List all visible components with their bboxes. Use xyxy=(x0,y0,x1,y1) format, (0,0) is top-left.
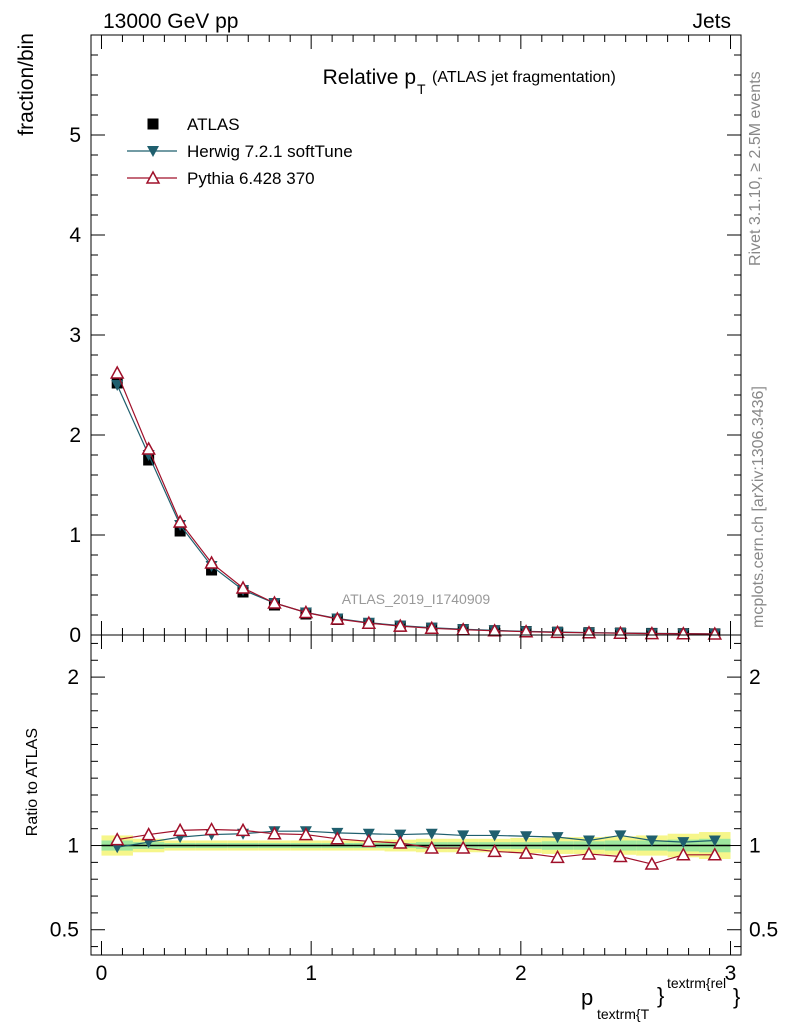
ratio-data-point xyxy=(267,826,282,840)
ratio-data-point xyxy=(645,835,658,847)
ratio-y-tick-label-right: 1 xyxy=(749,835,761,858)
x-axis-label-sup: textrm{rel xyxy=(667,975,726,991)
rivet-label: Rivet 3.1.10, ≥ 2.5M events xyxy=(747,71,764,266)
legend-label: Herwig 7.2.1 softTune xyxy=(187,142,353,161)
legend-marker xyxy=(147,146,159,157)
data-point xyxy=(644,626,660,640)
y-axis-label: fraction/bin xyxy=(15,33,38,136)
ratio-data-point xyxy=(298,827,314,841)
data-point xyxy=(424,620,439,635)
legend-label: ATLAS xyxy=(187,115,240,134)
legend-label: Pythia 6.428 370 xyxy=(187,169,315,188)
ratio-data-point xyxy=(550,849,565,864)
ratio-data-point xyxy=(518,845,534,859)
legend-item: Herwig 7.2.1 softTune xyxy=(127,142,353,161)
mcplots-label: mcplots.cern.ch [arXiv:1306.3436] xyxy=(750,386,767,628)
ratio-y-tick-label: 1 xyxy=(67,835,79,858)
ratio-data-point xyxy=(488,830,501,842)
data-point xyxy=(361,615,377,629)
ratio-panel: 0.5 0.5 1 1 2 2 0 1 2 3 Ratio to ATLAS p textrm{T… xyxy=(24,634,778,1022)
legend: ATLAS Herwig 7.2.1 softTune Pythia 6.428 3… xyxy=(127,115,353,188)
legend-item: Pythia 6.428 370 xyxy=(127,169,315,188)
x-axis-label-sup-brace: } xyxy=(733,984,740,1009)
legend-marker xyxy=(147,118,159,130)
data-point xyxy=(518,624,534,638)
ratio-y-tick-label-right: 2 xyxy=(749,666,761,689)
data-point xyxy=(487,623,502,637)
ratio-data-point xyxy=(330,831,345,845)
energy-label: 13000 GeV pp xyxy=(103,10,238,33)
ratio-y-axis-label: Ratio to ATLAS xyxy=(24,728,41,836)
data-point xyxy=(298,604,314,619)
ratio-data-point xyxy=(424,840,439,854)
ratio-y-tick-label: 0.5 xyxy=(50,919,79,942)
chart-title: Relative p xyxy=(323,66,416,89)
ratio-data-point xyxy=(393,835,408,849)
y-tick-label: 3 xyxy=(69,324,81,347)
ratio-data-point xyxy=(708,835,721,847)
ratio-y-tick-label: 2 xyxy=(67,666,79,689)
data-point xyxy=(393,618,408,632)
ratio-data-point xyxy=(457,830,470,842)
data-point xyxy=(141,441,156,455)
ratio-data-point xyxy=(109,832,125,846)
y-tick-label: 2 xyxy=(69,424,81,447)
data-point xyxy=(111,380,124,391)
ratio-data-point xyxy=(361,833,377,848)
data-point xyxy=(109,365,125,379)
ratio-data-point xyxy=(172,822,188,837)
x-axis-label: p textrm{T } textrm{rel } xyxy=(581,975,740,1022)
data-point xyxy=(235,580,251,594)
ratio-data-point xyxy=(551,832,564,844)
ratio-data-point xyxy=(707,847,723,861)
ratio-series-1 xyxy=(109,821,723,870)
ratio-data-point xyxy=(394,829,407,841)
main-panel: Relative p T (ATLAS jet fragmentation) f… xyxy=(15,33,742,647)
series-2 xyxy=(109,365,723,640)
x-axis-label-sub: textrm{T xyxy=(597,1006,650,1022)
ratio-data-point xyxy=(614,830,627,842)
ratio-data-point xyxy=(613,848,628,863)
data-point xyxy=(330,611,345,625)
x-tick-label: 0 xyxy=(96,962,108,985)
analysis-watermark: ATLAS_2019_I1740909 xyxy=(342,591,491,607)
data-point xyxy=(707,626,723,640)
ratio-y-tick-label-right: 0.5 xyxy=(749,919,778,942)
ratio-data-point xyxy=(204,821,219,836)
data-point xyxy=(676,626,691,640)
x-tick-label: 1 xyxy=(305,962,317,985)
x-tick-label: 2 xyxy=(515,962,527,985)
ratio-series-line xyxy=(117,828,715,865)
y-tick-label: 5 xyxy=(69,124,81,147)
process-label: Jets xyxy=(692,10,731,33)
ratio-data-point xyxy=(425,828,438,840)
ratio-data-point xyxy=(455,840,471,854)
ratio-data-point xyxy=(487,843,502,858)
chart-title-subscript: T xyxy=(417,81,426,97)
ratio-data-point xyxy=(520,831,533,843)
ratio-data-point xyxy=(644,856,660,870)
y-tick-label: 0 xyxy=(69,624,81,647)
x-axis-label-sub-brace: } xyxy=(657,983,664,1008)
chart-title-suffix: (ATLAS jet fragmentation) xyxy=(432,69,616,86)
y-tick-label: 4 xyxy=(69,224,81,247)
legend-item: ATLAS xyxy=(147,115,240,134)
ratio-data-point xyxy=(582,835,595,847)
ratio-data-point xyxy=(235,822,251,837)
legend-marker xyxy=(145,170,161,184)
ratio-data-point xyxy=(677,837,690,849)
ratio-data-point xyxy=(141,827,156,841)
x-axis-label-main: p xyxy=(581,985,593,1010)
x-tick-label: 3 xyxy=(725,962,737,985)
y-tick-label: 1 xyxy=(69,524,81,547)
data-point xyxy=(172,514,188,528)
data-point xyxy=(267,595,282,609)
ratio-data-point xyxy=(676,847,691,861)
ratio-frame xyxy=(90,634,742,956)
data-point xyxy=(204,555,219,569)
ratio-data-point xyxy=(581,846,597,860)
